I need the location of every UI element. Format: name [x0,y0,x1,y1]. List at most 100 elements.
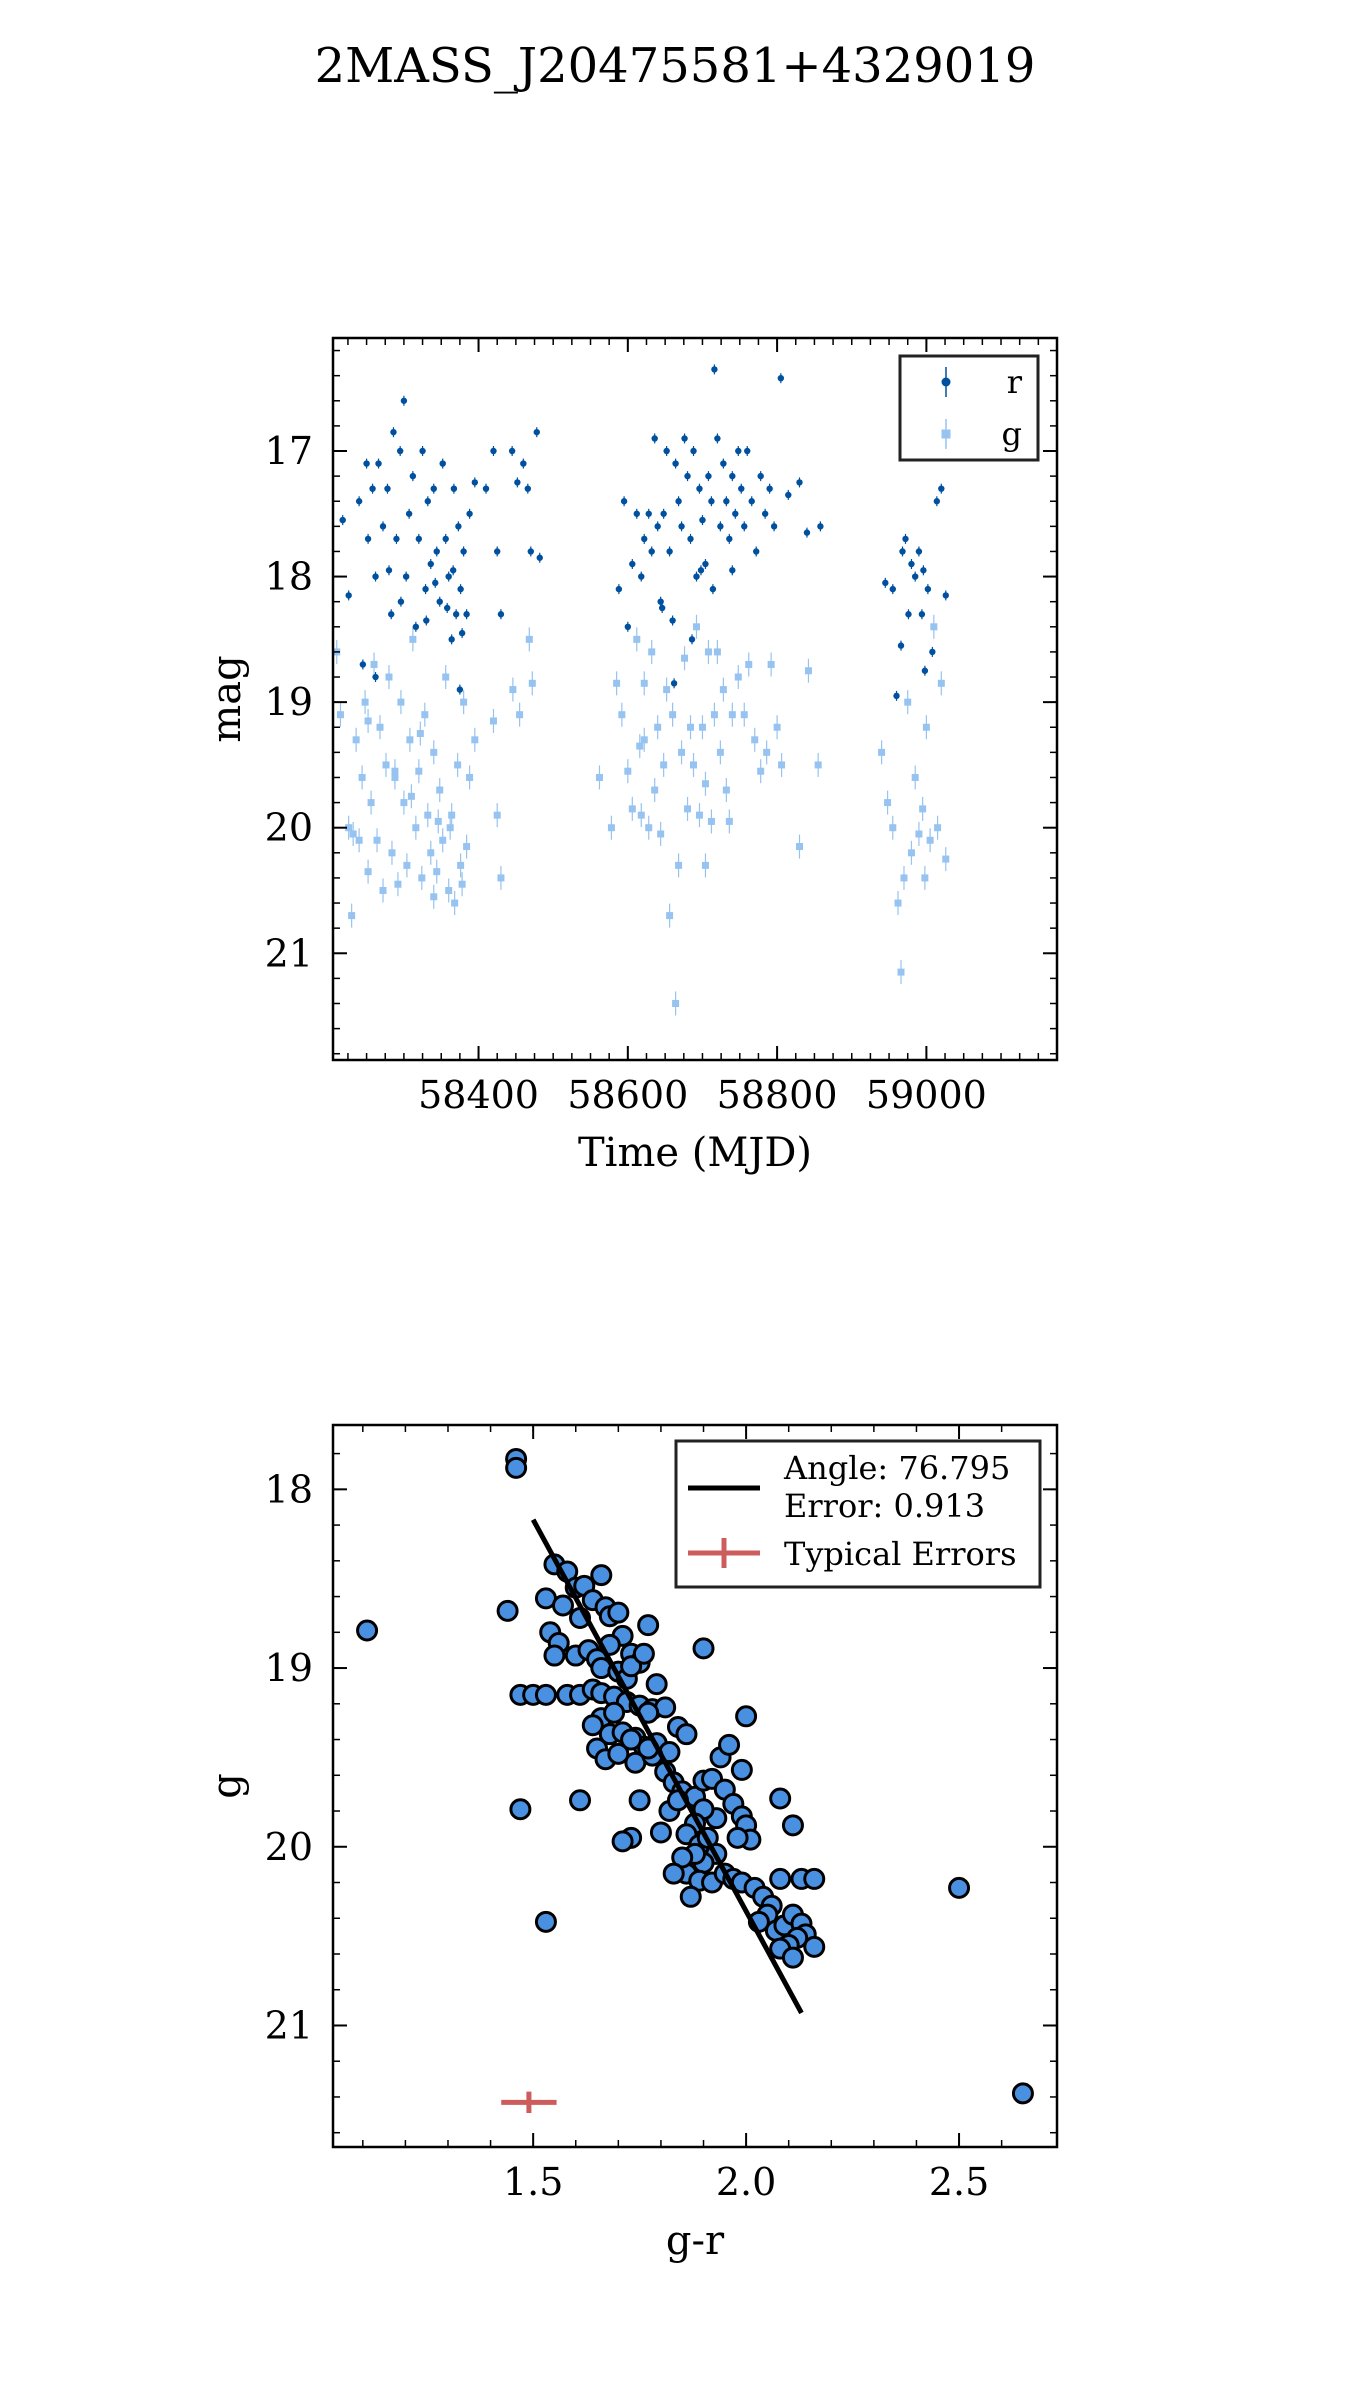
point-r [375,460,382,467]
point-r [658,604,666,612]
point-g [509,686,517,694]
point-g [740,711,748,719]
legend-g-label: g [1002,415,1022,453]
lightcurve-xlabel: Time (MJD) [578,1130,812,1176]
point-g [745,660,753,668]
point-g [460,698,468,706]
point-r [897,642,905,649]
cmd-point [581,1714,604,1737]
point-r [651,435,658,442]
point-r [666,548,673,555]
x-tick-label: 58600 [567,1073,688,1117]
point-g [421,711,429,719]
point-g [640,679,648,687]
point-g [911,773,919,781]
lightcurve-ylabel: mag [204,655,250,742]
lightcurve-legend: r g [898,354,1040,462]
point-g [624,767,632,775]
point-g [640,736,648,744]
y-tick-label: 20 [265,806,313,850]
legend-typical-errors: Typical Errors [784,1535,1016,1573]
lightcurve-axis-ticks: 58400 58600 58800 59000 17 18 19 20 21 [265,338,1057,1117]
point-g [707,817,715,825]
point-g [937,679,945,687]
point-r [684,472,691,480]
x-tick-label: 59000 [866,1073,987,1117]
point-g [751,736,759,744]
point-g [719,686,727,694]
point-r [396,447,404,455]
point-r [672,460,679,467]
point-r [514,479,521,486]
point-g [430,748,438,756]
point-g [400,799,408,807]
cmd-point [603,1701,626,1724]
point-r [660,510,667,517]
point-g [336,711,344,719]
point-g [900,874,908,882]
point-r [681,435,688,442]
point-g [407,792,415,800]
cmd-ylabel: g [204,1773,250,1799]
point-r [445,573,452,580]
y-tick-label: 18 [265,1467,313,1511]
point-g [692,623,700,631]
point-r [409,472,417,480]
y-tick-label: 17 [265,429,313,473]
point-r [729,567,736,574]
point-r [629,560,636,568]
point-r [339,516,346,524]
point-g [424,811,432,819]
point-r [705,472,712,480]
point-r [379,523,387,530]
cmd-point [730,1758,753,1781]
point-g [894,899,902,907]
point-g [698,723,706,731]
point-g [613,679,621,687]
cmd-point [590,1564,613,1587]
y-tick-label: 21 [265,931,313,975]
point-g [795,843,803,851]
point-g [361,698,369,706]
point-r [388,611,395,618]
point-r [738,485,745,492]
cmd-point [675,1723,698,1746]
point-g [710,711,718,719]
cmd-point [718,1733,741,1756]
point-r [748,498,755,505]
point-r [452,611,460,618]
point-r [482,485,490,492]
cmd-legend: Angle: 76.795 Error: 0.913 Typical Error… [674,1439,1042,1589]
point-r [359,661,367,668]
point-r [497,611,505,618]
cmd-point [735,1705,758,1728]
point-g [660,761,668,769]
cmd-axis-ticks: 1.5 2.0 2.5 18 19 20 21 [265,1425,1057,2204]
point-r [508,447,516,455]
cmd-point [509,1798,532,1821]
point-g [454,761,462,769]
point-r [678,523,685,530]
point-g [376,723,384,731]
cmd-point [356,1619,379,1642]
point-g [391,767,399,775]
point-r [620,498,628,505]
point-g [814,761,822,769]
point-r [893,692,900,700]
point-r [419,447,426,455]
x-tick-label: 2.5 [929,2160,989,2204]
point-g [373,836,381,844]
y-tick-label: 20 [265,1825,313,1869]
point-g [397,698,405,706]
point-r [397,598,405,605]
point-r [702,560,709,568]
point-r [709,585,717,593]
point-g [648,648,656,656]
point-g [451,899,459,907]
point-r [638,573,645,580]
cmd-point [607,1601,630,1624]
point-r [390,428,397,436]
point-r [641,535,648,543]
cmd-point [611,1830,634,1853]
point-r [933,498,941,505]
